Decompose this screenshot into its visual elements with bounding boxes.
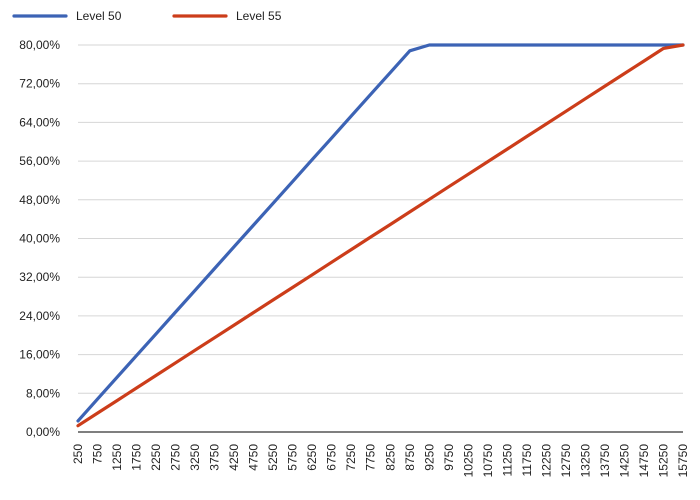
x-tick-label: 6250	[305, 444, 319, 471]
y-tick-label: 32,00%	[19, 270, 60, 284]
x-tick-label: 11750	[520, 444, 534, 477]
x-tick-label: 14750	[637, 444, 651, 478]
y-tick-label: 24,00%	[19, 309, 60, 323]
x-tick-label: 5750	[286, 444, 300, 471]
y-tick-label: 0,00%	[26, 425, 60, 439]
x-tick-label: 3750	[208, 444, 222, 471]
x-tick-label: 7250	[344, 444, 358, 471]
x-tick-label: 4250	[227, 444, 241, 471]
legend: Level 50 Level 55	[12, 9, 282, 23]
x-axis-tick-labels: 250 750 1250 1750 2250 2750 3250 3750 4250 4750 52…	[71, 444, 690, 478]
y-tick-label: 8,00%	[26, 386, 60, 400]
x-tick-label: 15750	[676, 444, 690, 478]
x-tick-label: 8750	[403, 444, 417, 471]
y-tick-label: 64,00%	[19, 115, 60, 129]
grid-lines	[78, 44, 683, 433]
x-tick-label: 9750	[442, 444, 456, 471]
x-tick-label: 4750	[247, 444, 261, 471]
y-axis-tick-labels: 0,00% 8,00% 16,00% 24,00% 32,00% 40,00% 48,00%…	[19, 38, 60, 439]
legend-label: Level 55	[236, 9, 282, 23]
y-tick-label: 80,00%	[19, 38, 60, 52]
x-tick-label: 3250	[188, 444, 202, 471]
x-tick-label: 7750	[364, 444, 378, 471]
x-tick-label: 13750	[598, 444, 612, 478]
series-line-level-55	[76, 43, 685, 428]
x-tick-label: 12750	[559, 444, 573, 478]
y-tick-label: 40,00%	[19, 232, 60, 246]
x-tick-label: 250	[71, 444, 85, 464]
series-lines	[76, 43, 685, 428]
x-tick-label: 10750	[481, 444, 495, 478]
x-tick-label: 14250	[617, 444, 631, 478]
x-tick-label: 9250	[422, 444, 436, 471]
y-tick-label: 16,00%	[19, 348, 60, 362]
x-tick-label: 1750	[130, 444, 144, 471]
x-tick-label: 13250	[578, 444, 592, 478]
y-tick-label: 48,00%	[19, 193, 60, 207]
x-tick-label: 12250	[539, 444, 553, 478]
y-tick-label: 56,00%	[19, 154, 60, 168]
x-tick-label: 11250	[500, 444, 514, 477]
legend-label: Level 50	[76, 9, 122, 23]
x-tick-label: 750	[91, 444, 105, 464]
series-line-level-50	[76, 43, 685, 423]
x-tick-label: 2750	[169, 444, 183, 471]
y-tick-label: 72,00%	[19, 77, 60, 91]
x-tick-label: 1250	[110, 444, 124, 471]
x-tick-label: 8250	[383, 444, 397, 471]
x-tick-label: 2250	[149, 444, 163, 471]
x-tick-label: 10250	[461, 444, 475, 478]
x-tick-label: 15250	[656, 444, 670, 478]
x-tick-label: 6750	[325, 444, 339, 471]
x-tick-label: 5250	[266, 444, 280, 471]
